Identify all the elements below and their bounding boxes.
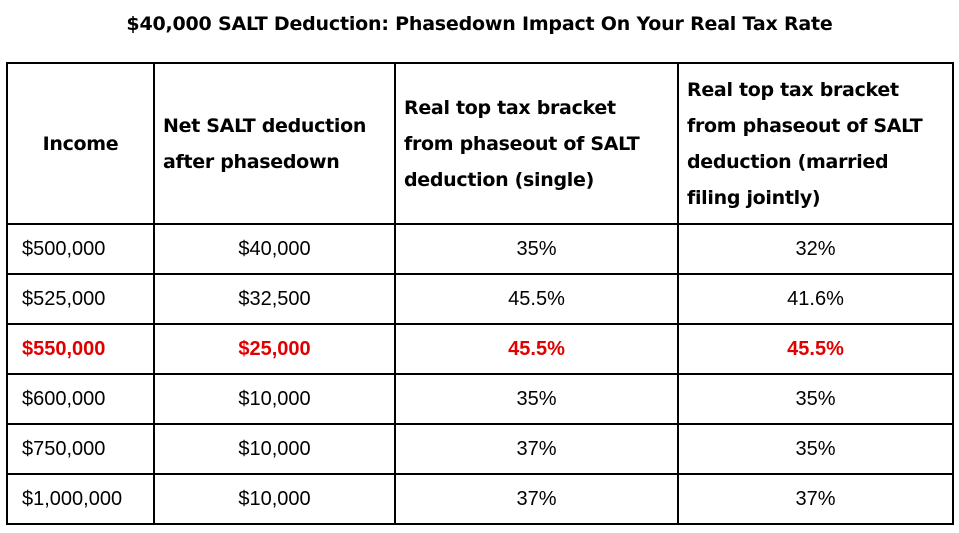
column-header-married: Real top tax bracket from phaseout of SA… xyxy=(677,62,954,225)
cell-income: $750,000 xyxy=(6,423,155,475)
cell-married-rate: 37% xyxy=(677,473,954,525)
cell-married-rate: 35% xyxy=(677,423,954,475)
cell-income: $1,000,000 xyxy=(6,473,155,525)
cell-income: $550,000 xyxy=(6,323,155,375)
cell-single-rate: 45.5% xyxy=(394,273,679,325)
cell-married-rate: 32% xyxy=(677,223,954,275)
cell-single-rate: 37% xyxy=(394,473,679,525)
salt-phasedown-table: Income Net SALT deduction after phasedow… xyxy=(6,62,954,525)
cell-net-salt: $10,000 xyxy=(153,423,396,475)
cell-income: $525,000 xyxy=(6,273,155,325)
cell-net-salt: $10,000 xyxy=(153,373,396,425)
table-row: $525,000 $32,500 45.5% 41.6% xyxy=(6,273,954,325)
column-header-income: Income xyxy=(6,62,155,225)
cell-single-rate: 37% xyxy=(394,423,679,475)
cell-single-rate: 35% xyxy=(394,373,679,425)
cell-net-salt: $25,000 xyxy=(153,323,396,375)
table-row: $1,000,000 $10,000 37% 37% xyxy=(6,473,954,525)
cell-income: $500,000 xyxy=(6,223,155,275)
column-header-net-salt: Net SALT deduction after phasedown xyxy=(153,62,396,225)
cell-single-rate: 35% xyxy=(394,223,679,275)
table-body: $500,000 $40,000 35% 32% $525,000 $32,500 45.5… xyxy=(6,223,954,525)
cell-income: $600,000 xyxy=(6,373,155,425)
column-header-single: Real top tax bracket from phaseout of SA… xyxy=(394,62,679,225)
table-row: $550,000 $25,000 45.5% 45.5% xyxy=(6,323,954,375)
table-row: $500,000 $40,000 35% 32% xyxy=(6,223,954,275)
table-row: $600,000 $10,000 35% 35% xyxy=(6,373,954,425)
cell-married-rate: 45.5% xyxy=(677,323,954,375)
cell-married-rate: 35% xyxy=(677,373,954,425)
cell-married-rate: 41.6% xyxy=(677,273,954,325)
cell-net-salt: $40,000 xyxy=(153,223,396,275)
cell-single-rate: 45.5% xyxy=(394,323,679,375)
table-row: $750,000 $10,000 37% 35% xyxy=(6,423,954,475)
cell-net-salt: $32,500 xyxy=(153,273,396,325)
cell-net-salt: $10,000 xyxy=(153,473,396,525)
chart-title: $40,000 SALT Deduction: Phasedown Impact… xyxy=(126,13,833,35)
header-row: Income Net SALT deduction after phasedow… xyxy=(6,62,954,225)
